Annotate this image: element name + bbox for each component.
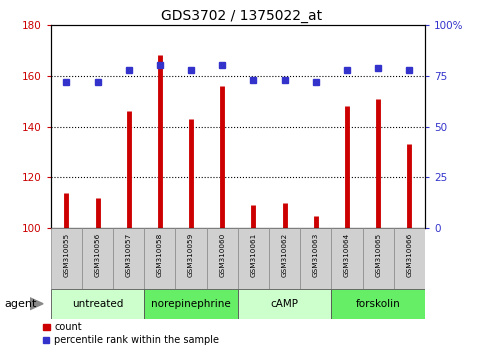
Legend: count, percentile rank within the sample: count, percentile rank within the sample [39, 319, 223, 349]
Bar [394, 228, 425, 289]
Text: cAMP: cAMP [270, 298, 298, 309]
Bar [331, 228, 363, 289]
Text: norepinephrine: norepinephrine [151, 298, 231, 309]
Bar [144, 289, 238, 319]
Bar [113, 228, 144, 289]
Text: GSM310061: GSM310061 [251, 233, 256, 278]
Bar [363, 228, 394, 289]
Text: untreated: untreated [72, 298, 123, 309]
Text: GSM310064: GSM310064 [344, 233, 350, 278]
Bar [331, 289, 425, 319]
Bar [238, 228, 269, 289]
Bar [269, 228, 300, 289]
Bar [51, 289, 144, 319]
Bar [238, 289, 331, 319]
Text: GSM310059: GSM310059 [188, 233, 194, 278]
Bar [300, 228, 331, 289]
Text: GSM310062: GSM310062 [282, 233, 288, 278]
Text: GSM310056: GSM310056 [95, 233, 100, 278]
Text: GSM310063: GSM310063 [313, 233, 319, 278]
Text: agent: agent [5, 299, 37, 309]
Text: GSM310058: GSM310058 [157, 233, 163, 278]
Text: GSM310055: GSM310055 [63, 233, 70, 278]
Bar [207, 228, 238, 289]
Text: GSM310060: GSM310060 [219, 233, 225, 278]
Polygon shape [30, 298, 43, 310]
Text: forskolin: forskolin [356, 298, 400, 309]
Text: GDS3702 / 1375022_at: GDS3702 / 1375022_at [161, 9, 322, 23]
Bar [144, 228, 175, 289]
Bar [82, 228, 113, 289]
Text: GSM310065: GSM310065 [375, 233, 381, 278]
Bar [51, 228, 82, 289]
Bar [175, 228, 207, 289]
Text: GSM310066: GSM310066 [406, 233, 412, 278]
Text: GSM310057: GSM310057 [126, 233, 132, 278]
